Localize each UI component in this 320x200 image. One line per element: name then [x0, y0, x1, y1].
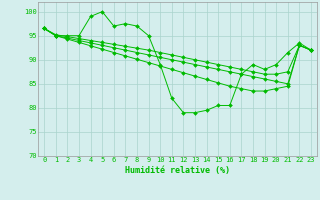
- X-axis label: Humidité relative (%): Humidité relative (%): [125, 166, 230, 175]
